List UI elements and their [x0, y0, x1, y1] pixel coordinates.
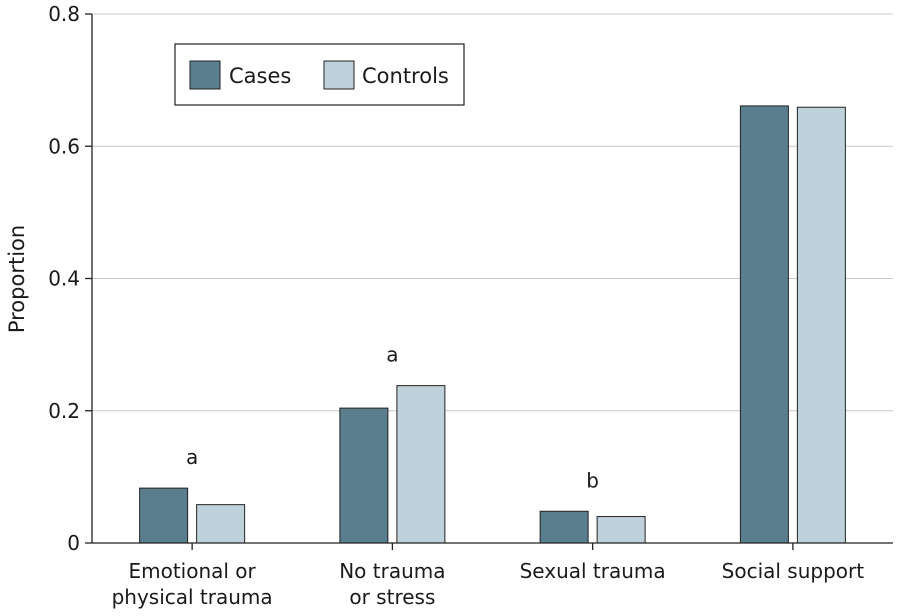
x-tick-label: Social support	[722, 559, 865, 583]
x-tick-label: Sexual trauma	[520, 559, 666, 583]
bar-cases-3	[739, 105, 789, 544]
bar-cases-2	[539, 510, 589, 544]
legend-label-controls: Controls	[362, 64, 449, 88]
bars	[139, 105, 846, 544]
axes	[85, 13, 893, 550]
legend-swatch-cases	[189, 60, 221, 90]
x-tick-label: Emotional or	[128, 559, 256, 583]
y-tick-label: 0.8	[48, 2, 80, 26]
significance-annotation: a	[386, 343, 398, 367]
bar-controls-3	[796, 106, 846, 544]
annotations: a a b	[186, 343, 599, 493]
y-tick-labels: 0 0.2 0.4 0.6 0.8	[48, 2, 80, 555]
legend-label-cases: Cases	[229, 64, 291, 88]
bar-controls-0	[196, 504, 246, 544]
x-tick-label: physical trauma	[112, 585, 273, 609]
y-tick-label: 0.4	[48, 267, 80, 291]
bar-cases-1	[339, 407, 389, 544]
legend-swatch-controls	[323, 60, 355, 90]
significance-annotation: b	[586, 468, 599, 492]
bar-cases-0	[139, 487, 189, 544]
legend-box	[174, 43, 465, 106]
y-tick-label: 0	[67, 531, 80, 555]
y-tick-label: 0.2	[48, 399, 80, 423]
legend: Cases Controls	[174, 43, 465, 106]
x-tick-label: or stress	[349, 585, 435, 609]
x-tick-label: No trauma	[339, 559, 445, 583]
bar-controls-2	[596, 516, 646, 544]
y-axis-title: Proportion	[5, 225, 29, 333]
bar-controls-1	[396, 385, 446, 544]
significance-annotation: a	[186, 445, 198, 469]
y-tick-label: 0.6	[48, 134, 80, 158]
